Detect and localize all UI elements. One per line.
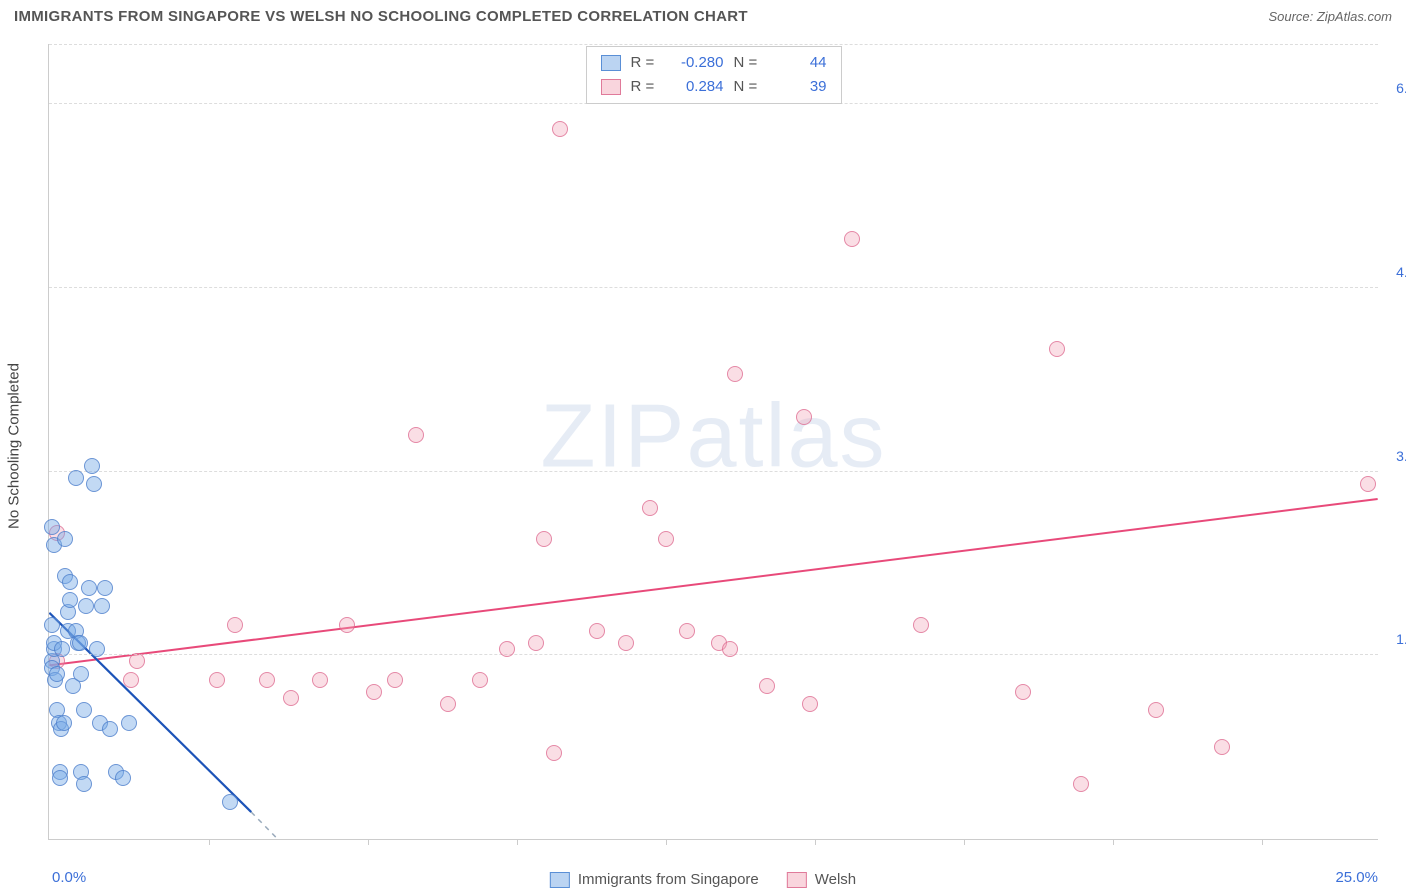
data-point-blue: [84, 458, 100, 474]
data-point-blue: [76, 702, 92, 718]
data-point-blue: [62, 574, 78, 590]
data-point-pink: [913, 617, 929, 633]
y-tick-label: 1.5%: [1383, 631, 1406, 647]
data-point-blue: [52, 770, 68, 786]
data-point-blue: [62, 592, 78, 608]
data-point-pink: [312, 672, 328, 688]
data-point-pink: [1073, 776, 1089, 792]
data-point-pink: [1049, 341, 1065, 357]
data-point-pink: [259, 672, 275, 688]
data-point-pink: [283, 690, 299, 706]
data-point-pink: [129, 653, 145, 669]
data-point-blue: [72, 635, 88, 651]
x-axis-max-label: 25.0%: [1335, 869, 1378, 886]
legend-label-pink: Welsh: [815, 871, 856, 888]
y-tick-label: 3.0%: [1383, 448, 1406, 464]
data-point-pink: [618, 635, 634, 651]
y-tick-label: 6.0%: [1383, 80, 1406, 96]
data-point-pink: [209, 672, 225, 688]
data-point-blue: [57, 531, 73, 547]
x-tick: [209, 839, 210, 845]
legend-stats: R = -0.280 N = 44 R = 0.284 N = 39: [586, 46, 842, 104]
legend-series: Immigrants from Singapore Welsh: [550, 871, 856, 888]
data-point-blue: [78, 598, 94, 614]
data-point-pink: [658, 531, 674, 547]
data-point-blue: [68, 470, 84, 486]
legend-swatch-blue: [601, 55, 621, 71]
data-point-pink: [366, 684, 382, 700]
data-point-blue: [44, 617, 60, 633]
data-point-blue: [222, 794, 238, 810]
data-point-pink: [1015, 684, 1031, 700]
data-point-pink: [339, 617, 355, 633]
data-point-pink: [123, 672, 139, 688]
data-point-blue: [121, 715, 137, 731]
data-point-pink: [844, 231, 860, 247]
data-point-pink: [227, 617, 243, 633]
data-point-blue: [54, 641, 70, 657]
legend-swatch-pink: [601, 79, 621, 95]
data-point-pink: [528, 635, 544, 651]
x-tick: [964, 839, 965, 845]
data-point-pink: [642, 500, 658, 516]
legend-swatch-blue-icon: [550, 872, 570, 888]
watermark: ZIPatlas: [540, 385, 886, 488]
y-axis-label: No Schooling Completed: [6, 363, 23, 529]
x-tick: [1113, 839, 1114, 845]
source-attribution: Source: ZipAtlas.com: [1268, 9, 1392, 24]
data-point-pink: [440, 696, 456, 712]
x-axis-min-label: 0.0%: [52, 869, 86, 886]
gridline: [49, 654, 1378, 655]
data-point-pink: [408, 427, 424, 443]
data-point-blue: [49, 666, 65, 682]
correlation-scatter-chart: ZIPatlas R = -0.280 N = 44 R = 0.284 N =…: [48, 44, 1378, 840]
data-point-pink: [387, 672, 403, 688]
data-point-pink: [546, 745, 562, 761]
data-point-blue: [44, 519, 60, 535]
data-point-blue: [81, 580, 97, 596]
data-point-blue: [73, 666, 89, 682]
gridline: [49, 471, 1378, 472]
x-tick: [368, 839, 369, 845]
data-point-pink: [589, 623, 605, 639]
legend-label-blue: Immigrants from Singapore: [578, 871, 759, 888]
data-point-pink: [759, 678, 775, 694]
data-point-pink: [802, 696, 818, 712]
data-point-pink: [1148, 702, 1164, 718]
data-point-pink: [1214, 739, 1230, 755]
legend-swatch-pink-icon: [787, 872, 807, 888]
data-point-pink: [796, 409, 812, 425]
y-tick-label: 4.5%: [1383, 264, 1406, 280]
data-point-pink: [472, 672, 488, 688]
data-point-blue: [97, 580, 113, 596]
data-point-pink: [722, 641, 738, 657]
x-tick: [666, 839, 667, 845]
data-point-blue: [115, 770, 131, 786]
data-point-pink: [679, 623, 695, 639]
x-tick: [517, 839, 518, 845]
chart-title: IMMIGRANTS FROM SINGAPORE VS WELSH NO SC…: [14, 8, 748, 25]
data-point-blue: [56, 715, 72, 731]
x-tick: [1262, 839, 1263, 845]
data-point-pink: [552, 121, 568, 137]
data-point-blue: [94, 598, 110, 614]
data-point-pink: [536, 531, 552, 547]
data-point-blue: [76, 776, 92, 792]
data-point-pink: [1360, 476, 1376, 492]
data-point-pink: [499, 641, 515, 657]
data-point-pink: [727, 366, 743, 382]
gridline: [49, 287, 1378, 288]
regression-lines: [49, 44, 1378, 839]
x-tick: [815, 839, 816, 845]
data-point-blue: [102, 721, 118, 737]
data-point-blue: [86, 476, 102, 492]
data-point-blue: [89, 641, 105, 657]
